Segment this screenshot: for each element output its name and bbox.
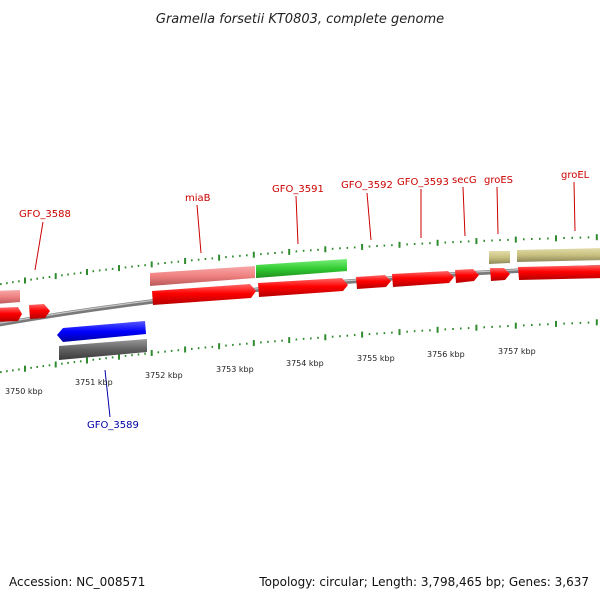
genome-summary-text: Topology: circular; Length: 3,798,465 bp…: [258, 575, 589, 589]
gene-label[interactable]: miaB: [185, 193, 211, 204]
gene-feature[interactable]: [150, 266, 255, 286]
gene-feature[interactable]: [356, 275, 391, 289]
gene-label[interactable]: GFO_3591: [272, 184, 324, 195]
gene-feature[interactable]: [518, 265, 600, 280]
gene-feature[interactable]: [0, 290, 20, 304]
ruler-label: 3753 kbp: [216, 365, 254, 374]
gene-label[interactable]: secG: [452, 175, 477, 186]
ruler-labels: 3750 kbp 3751 kbp 3752 kbp 3753 kbp 3754…: [5, 347, 536, 396]
ruler-label: 3752 kbp: [145, 371, 183, 380]
ruler-label: 3751 kbp: [75, 378, 113, 387]
gene-feature[interactable]: [29, 304, 50, 319]
gene-feature[interactable]: [152, 284, 256, 305]
gene-label[interactable]: groEL: [561, 170, 590, 181]
gene-label[interactable]: GFO_3588: [19, 209, 71, 220]
inner-tick-row: [0, 319, 598, 374]
gene-feature[interactable]: [256, 259, 347, 278]
map-title: Gramella forsetii KT0803, complete genom…: [156, 12, 444, 27]
genome-backbone-highlight: [0, 265, 600, 324]
ruler-label: 3750 kbp: [5, 387, 43, 396]
forward-feature-track: [0, 248, 600, 304]
gene-feature[interactable]: [57, 321, 146, 342]
gene-label[interactable]: GFO_3589: [87, 420, 139, 431]
ruler-label: 3756 kbp: [427, 350, 465, 359]
ruler-label: 3757 kbp: [498, 347, 536, 356]
ruler-label: 3754 kbp: [286, 359, 324, 368]
gene-feature[interactable]: [258, 278, 348, 297]
gene-feature[interactable]: [455, 269, 479, 283]
gene-feature[interactable]: [517, 248, 600, 262]
gene-feature[interactable]: [59, 339, 147, 360]
label-leaders: [34, 181, 576, 418]
gene-feature[interactable]: [490, 268, 510, 281]
genome-backbone: [0, 264, 600, 327]
gene-label[interactable]: groES: [484, 175, 513, 186]
gene-feature[interactable]: [489, 251, 510, 264]
accession-text: Accession: NC_008571: [9, 575, 145, 589]
gene-labels: GFO_3588 miaB GFO_3591 GFO_3592 GFO_3593…: [19, 170, 590, 431]
gene-feature[interactable]: [0, 307, 22, 322]
forward-cds-track: [0, 265, 600, 322]
ruler-label: 3755 kbp: [357, 354, 395, 363]
gene-feature[interactable]: [392, 271, 454, 287]
gene-label[interactable]: GFO_3593: [397, 177, 449, 188]
gene-label[interactable]: GFO_3592: [341, 180, 393, 191]
reverse-cds-track: [57, 321, 147, 360]
outer-tick-row: [0, 234, 598, 286]
